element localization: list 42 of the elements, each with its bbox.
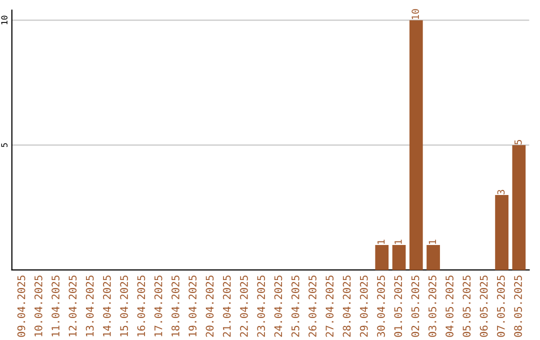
x-tick-label: 28.04.2025 bbox=[342, 276, 351, 337]
x-tick-label: 25.04.2025 bbox=[291, 276, 300, 337]
data-label: 3 bbox=[497, 190, 505, 194]
x-tick-label: 09.04.2025 bbox=[17, 276, 26, 337]
x-tick-label: 17.04.2025 bbox=[154, 276, 162, 336]
x-tick-label: 13.04.2025 bbox=[86, 276, 94, 336]
x-tick-label: 20.04.2025 bbox=[206, 276, 214, 337]
bar bbox=[495, 195, 508, 270]
bar bbox=[409, 20, 423, 270]
x-tick-label: 30.04.2025 bbox=[377, 276, 385, 337]
x-tick-label: 05.05.2025 bbox=[462, 276, 471, 337]
data-label: 10 bbox=[412, 9, 419, 20]
x-tick-label: 03.05.2025 bbox=[428, 276, 436, 337]
x-tick-label: 10.04.2025 bbox=[34, 276, 42, 336]
x-tick-label: 07.05.2025 bbox=[496, 276, 505, 337]
bar bbox=[512, 145, 526, 270]
data-label: 1 bbox=[428, 240, 436, 244]
data-label: 5 bbox=[514, 140, 522, 144]
x-tick-label: 26.04.2025 bbox=[308, 276, 316, 337]
x-tick-label: 18.04.2025 bbox=[171, 276, 180, 336]
x-tick-label: 23.04.2025 bbox=[257, 276, 266, 337]
x-tick-label: 19.04.2025 bbox=[188, 276, 197, 336]
x-tick-label: 15.04.2025 bbox=[120, 276, 128, 336]
data-label: 1 bbox=[394, 240, 402, 244]
data-label: 1 bbox=[378, 240, 385, 244]
x-tick-label: 01.05.2025 bbox=[394, 276, 402, 337]
x-tick-label: 04.05.2025 bbox=[446, 276, 454, 337]
bar bbox=[426, 244, 440, 270]
bar bbox=[375, 244, 389, 270]
x-tick-label: 11.04.2025 bbox=[52, 276, 60, 336]
x-tick-label: 21.04.2025 bbox=[222, 276, 231, 337]
x-tick-label: 12.04.2025 bbox=[68, 276, 77, 336]
x-tick-label: 06.05.2025 bbox=[480, 276, 488, 337]
x-tick-label: 24.04.2025 bbox=[274, 276, 282, 337]
x-tick-label: 22.04.2025 bbox=[240, 276, 248, 337]
x-tick-label: 27.04.2025 bbox=[326, 276, 334, 337]
x-tick-label: 16.04.2025 bbox=[137, 276, 146, 336]
bar bbox=[392, 244, 406, 270]
x-tick-label: 02.05.2025 bbox=[411, 276, 420, 337]
x-tick-label: 29.04.2025 bbox=[360, 276, 368, 337]
x-tick-label: 14.04.2025 bbox=[102, 276, 111, 336]
x-tick-label: 08.05.2025 bbox=[514, 276, 522, 337]
